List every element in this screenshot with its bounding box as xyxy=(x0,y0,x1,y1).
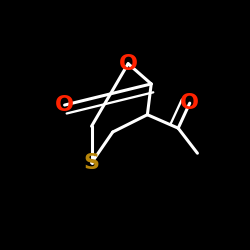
Text: S: S xyxy=(84,153,100,173)
Text: O: O xyxy=(180,93,199,113)
Text: O: O xyxy=(119,54,138,74)
Text: O: O xyxy=(55,95,74,115)
